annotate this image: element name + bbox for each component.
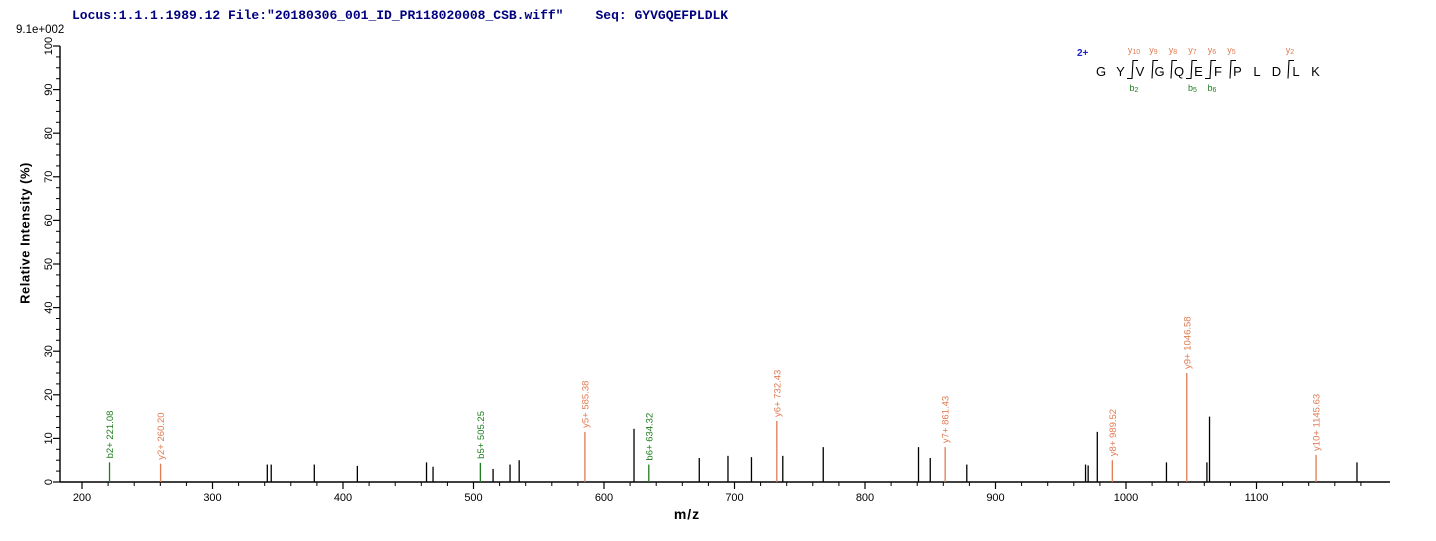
y-tick-label: 0 xyxy=(43,479,55,485)
y-ion-label: y7 xyxy=(1188,45,1197,56)
fragment-bracket xyxy=(1127,59,1139,85)
max-intensity-label: 9.1e+002 xyxy=(16,24,65,36)
spectrum-header: Locus:1.1.1.1989.12 File:"20180306_001_I… xyxy=(72,8,728,23)
fragment-bracket xyxy=(1185,59,1198,85)
peptide-residue: K xyxy=(1311,64,1320,79)
x-tick-label: 500 xyxy=(464,492,482,504)
y-tick-label: 90 xyxy=(43,83,55,95)
x-tick-label: 1100 xyxy=(1245,492,1269,504)
y-tick-label: 70 xyxy=(43,171,55,183)
x-tick-label: 600 xyxy=(595,492,613,504)
fragment-bracket xyxy=(1166,59,1178,85)
y-ion-label: y6 xyxy=(1207,45,1217,56)
peptide-residue: Q xyxy=(1173,64,1185,79)
y-tick-label: 100 xyxy=(43,37,55,55)
peptide-residue: F xyxy=(1214,64,1222,79)
b-ion-label: b5 xyxy=(1188,83,1197,94)
fragment-peak-label: y7+ 861.43 xyxy=(941,396,952,443)
x-tick-label: 300 xyxy=(203,492,221,504)
fragment-peak-label: y8+ 989.52 xyxy=(1108,409,1119,456)
fragment-bracket xyxy=(1147,59,1159,85)
peptide-residue: G xyxy=(1095,64,1107,79)
peptide-residue: V xyxy=(1135,64,1145,79)
peptide-residue: P xyxy=(1233,64,1242,79)
y-ion-label: y10 xyxy=(1127,45,1141,56)
fragment-peak-label: y6+ 732.43 xyxy=(772,370,783,417)
peptide-residue: Y xyxy=(1116,64,1125,79)
sequence-text: Seq: GYVGQEFPLDLK xyxy=(595,8,729,23)
y-tick-label: 60 xyxy=(43,214,55,226)
precursor-charge-label: 2+ xyxy=(1077,48,1089,59)
fragment-peak-label: y9+ 1046.58 xyxy=(1182,316,1193,369)
y-ion-label: y2 xyxy=(1285,45,1295,56)
x-axis-title: m/z xyxy=(673,506,701,522)
fragment-bracket xyxy=(1283,59,1295,85)
fragment-peak-label: b6+ 634.32 xyxy=(644,413,655,461)
fragment-peak-label: y10+ 1145.63 xyxy=(1312,394,1323,451)
fragment-bracket xyxy=(1225,59,1237,85)
fragment-peak-label: y5+ 585.38 xyxy=(580,381,591,428)
y-ion-label: y9 xyxy=(1149,45,1158,56)
y-tick-label: 10 xyxy=(43,432,55,444)
x-tick-label: 200 xyxy=(73,492,91,504)
y-tick-label: 80 xyxy=(43,127,55,139)
peptide-residue: G xyxy=(1154,64,1165,79)
x-tick-label: 900 xyxy=(986,492,1004,504)
fragment-bracket xyxy=(1205,59,1217,85)
y-tick-label: 20 xyxy=(43,389,55,401)
fragment-peak-label: b5+ 505.25 xyxy=(476,411,487,459)
y-ion-label: y5 xyxy=(1227,45,1236,56)
y-tick-label: 40 xyxy=(43,301,55,313)
peptide-residue: L xyxy=(1253,64,1261,79)
b-ion-label: b6 xyxy=(1207,83,1217,94)
y-ion-label: y8 xyxy=(1168,45,1178,56)
peptide-residue: E xyxy=(1194,64,1203,79)
x-tick-label: 400 xyxy=(334,492,352,504)
x-tick-label: 700 xyxy=(725,492,743,504)
fragment-peak-label: y2+ 260.20 xyxy=(156,412,167,459)
locus-file-text: Locus:1.1.1.1989.12 File:"20180306_001_I… xyxy=(72,8,564,23)
peptide-residue: L xyxy=(1292,64,1300,79)
x-tick-label: 1000 xyxy=(1114,492,1138,504)
y-tick-label: 30 xyxy=(43,345,55,357)
y-tick-label: 50 xyxy=(43,258,55,270)
x-tick-label: 800 xyxy=(856,492,874,504)
peptide-residue: D xyxy=(1271,64,1282,79)
b-ion-label: b2 xyxy=(1129,83,1139,94)
fragment-peak-label: b2+ 221.08 xyxy=(105,411,116,459)
